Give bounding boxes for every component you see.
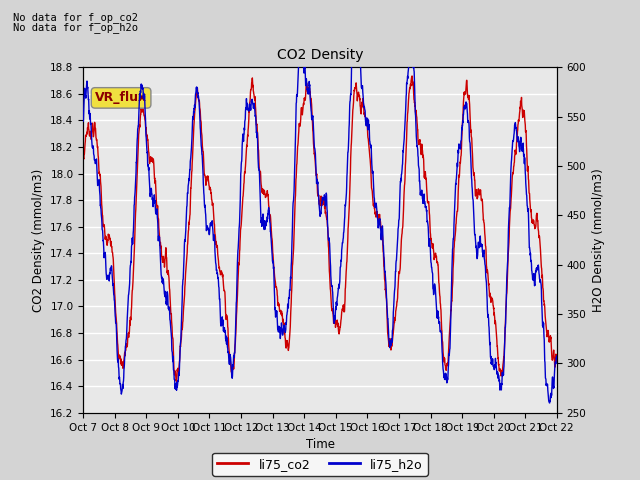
Text: VR_flux: VR_flux	[95, 91, 147, 104]
Y-axis label: H2O Density (mmol/m3): H2O Density (mmol/m3)	[592, 168, 605, 312]
Text: No data for f_op_h2o: No data for f_op_h2o	[13, 22, 138, 33]
Y-axis label: CO2 Density (mmol/m3): CO2 Density (mmol/m3)	[31, 168, 45, 312]
X-axis label: Time: Time	[305, 438, 335, 451]
Text: No data for f_op_co2: No data for f_op_co2	[13, 12, 138, 23]
Legend: li75_co2, li75_h2o: li75_co2, li75_h2o	[212, 453, 428, 476]
Title: CO2 Density: CO2 Density	[276, 48, 364, 62]
